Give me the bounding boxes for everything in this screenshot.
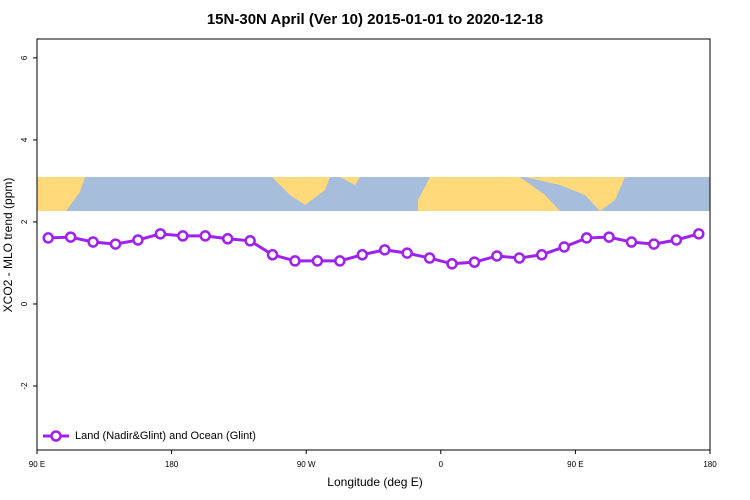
data-point [580, 232, 593, 244]
data-point [423, 252, 436, 264]
legend-marker [50, 430, 62, 442]
data-point [356, 249, 369, 261]
x-tick-label: 180 [165, 460, 179, 469]
data-point [289, 255, 301, 267]
data-point [648, 238, 660, 250]
data-point [625, 236, 638, 248]
x-tick-label: 180 [703, 460, 717, 469]
y-tick-label: 2 [20, 219, 29, 224]
x-axis-label: Longitude (deg E) [327, 475, 422, 489]
plot-frame [36, 38, 711, 451]
legend-label: Land (Nadir&Glint) and Ocean (Glint) [75, 430, 256, 442]
data-point [42, 232, 54, 244]
data-point [221, 233, 234, 245]
data-point [446, 258, 458, 270]
x-tick-label: 90 E [29, 460, 45, 469]
data-point [132, 234, 144, 246]
x-tick-label: 90 W [297, 460, 316, 469]
data-point [87, 236, 99, 248]
data-point [513, 252, 526, 264]
data-point [177, 230, 189, 242]
data-point [378, 244, 391, 256]
x-tick-label: 90 E [567, 460, 583, 469]
data-point [603, 231, 615, 243]
y-tick-label: 4 [20, 137, 29, 142]
data-point [334, 255, 346, 267]
data-point [670, 234, 683, 246]
data-point [266, 249, 279, 261]
data-point [64, 231, 77, 243]
y-tick-label: -2 [20, 382, 29, 390]
data-point [154, 228, 167, 240]
data-point [491, 250, 503, 262]
y-tick-label: 0 [20, 301, 29, 306]
series-line [48, 232, 700, 266]
data-point [199, 230, 211, 242]
data-point [536, 249, 548, 261]
data-point [468, 256, 481, 268]
data-point [244, 235, 256, 247]
data-point [401, 247, 413, 259]
y-tick-label: 6 [20, 55, 29, 60]
chart-title: 15N-30N April (Ver 10) 2015-01-01 to 202… [207, 11, 543, 28]
data-point [558, 241, 570, 253]
data-point [311, 255, 324, 267]
y-axis-label: XCO2 - MLO trend (ppm) [1, 178, 15, 313]
x-tick-label: 0 [439, 460, 444, 469]
data-point [693, 228, 705, 240]
data-point [109, 238, 122, 250]
map-band [37, 177, 710, 211]
